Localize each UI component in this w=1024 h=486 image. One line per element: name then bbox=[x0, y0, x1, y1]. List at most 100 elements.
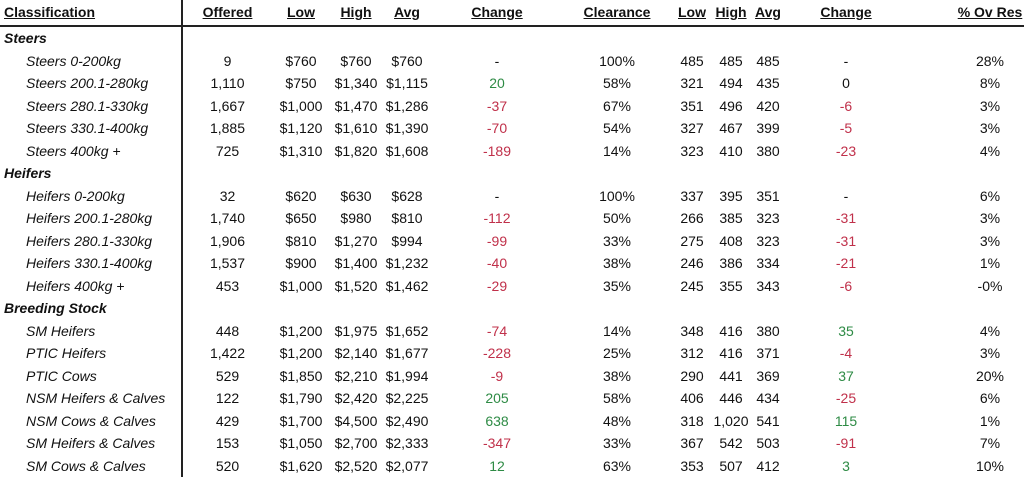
cell-cents-change: -21 bbox=[835, 255, 857, 271]
cell-classification: Heifers 280.1-330kg bbox=[0, 229, 183, 252]
cell-offered: 9 bbox=[223, 52, 232, 69]
cell-low-price: $1,310 bbox=[279, 142, 323, 159]
cell-cents-change: -6 bbox=[839, 97, 853, 114]
cell-clearance: 58% bbox=[602, 390, 632, 406]
cell-avg-cents: 334 bbox=[756, 255, 780, 271]
table-row: NSM Cows & Calves 429 $1,700 $4,500 $2,490 63… bbox=[0, 409, 1024, 432]
cell-low-cents: 275 bbox=[680, 232, 704, 249]
cell-high-cents: 386 bbox=[719, 255, 743, 271]
cell-high-price: $630 bbox=[340, 187, 372, 204]
cell-classification: SM Cows & Calves bbox=[0, 454, 183, 477]
cell-offered: 1,885 bbox=[209, 120, 246, 136]
cell-clearance: 33% bbox=[602, 435, 632, 451]
cell-high-price: $1,520 bbox=[334, 277, 378, 294]
cell-classification: Steers 0-200kg bbox=[0, 49, 183, 72]
cell-price-change: -99 bbox=[486, 232, 508, 249]
cell-high-price: $1,270 bbox=[334, 232, 378, 249]
cell-high-price: $980 bbox=[340, 210, 372, 226]
cell-over-reserve: 4% bbox=[979, 142, 1001, 159]
cell-avg-cents: 541 bbox=[756, 412, 780, 429]
cell-avg-price: $2,490 bbox=[385, 412, 429, 429]
cell-avg-price: $1,390 bbox=[385, 120, 429, 136]
cell-high-cents: 496 bbox=[719, 97, 743, 114]
cell-price-change: -70 bbox=[486, 120, 508, 136]
cell-price-change: 20 bbox=[489, 75, 505, 91]
cell-price-change: -37 bbox=[486, 97, 508, 114]
table-row: SM Heifers & Calves 153 $1,050 $2,700 $2,333… bbox=[0, 432, 1024, 455]
cell-high-price: $2,420 bbox=[334, 390, 378, 406]
cell-offered: 153 bbox=[215, 435, 240, 451]
cell-high-cents: 467 bbox=[719, 120, 743, 136]
cell-offered: 1,667 bbox=[209, 97, 246, 114]
cell-clearance: 100% bbox=[599, 187, 635, 204]
cell-low-price: $1,850 bbox=[279, 367, 323, 384]
cell-avg-cents: 371 bbox=[756, 345, 780, 361]
cell-low-cents: 321 bbox=[680, 75, 704, 91]
cell-high-cents: 507 bbox=[719, 457, 743, 474]
cell-avg-cents: 435 bbox=[756, 75, 780, 91]
cell-over-reserve: 20% bbox=[975, 367, 1005, 384]
cell-avg-price: $2,333 bbox=[385, 435, 429, 451]
cell-price-change: -74 bbox=[486, 322, 508, 339]
cell-avg-price: $1,652 bbox=[385, 322, 429, 339]
table-row: PTIC Heifers 1,422 $1,200 $2,140 $1,677 -228 2… bbox=[0, 342, 1024, 365]
cell-cents-change: -31 bbox=[835, 232, 857, 249]
cell-avg-cents: 380 bbox=[756, 322, 780, 339]
table-row: Heifers 330.1-400kg 1,537 $900 $1,400 $1,232… bbox=[0, 252, 1024, 275]
cell-clearance: 58% bbox=[602, 75, 632, 91]
cell-classification: Steers 400kg + bbox=[0, 139, 183, 162]
group-label: Steers bbox=[0, 26, 183, 50]
cell-low-cents: 323 bbox=[680, 142, 704, 159]
cell-high-cents: 446 bbox=[719, 390, 743, 406]
cell-low-price: $1,620 bbox=[279, 457, 323, 474]
cell-price-change: 12 bbox=[489, 457, 505, 474]
cell-avg-price: $760 bbox=[391, 52, 423, 69]
cell-cents-change: - bbox=[843, 187, 849, 204]
cell-high-cents: 416 bbox=[719, 322, 743, 339]
cell-clearance: 14% bbox=[602, 322, 632, 339]
cell-cents-change: -31 bbox=[835, 210, 857, 226]
cell-offered: 1,740 bbox=[209, 210, 246, 226]
cell-over-reserve: 3% bbox=[979, 120, 1001, 136]
cell-high-price: $1,400 bbox=[334, 255, 378, 271]
cell-low-cents: 266 bbox=[680, 210, 704, 226]
cell-clearance: 54% bbox=[602, 120, 632, 136]
cell-avg-cents: 351 bbox=[756, 187, 780, 204]
table-row: SM Cows & Calves 520 $1,620 $2,520 $2,077 12 6… bbox=[0, 454, 1024, 477]
cell-clearance: 38% bbox=[602, 255, 632, 271]
cell-low-price: $650 bbox=[285, 210, 317, 226]
cell-low-cents: 318 bbox=[680, 412, 704, 429]
cell-low-price: $900 bbox=[285, 255, 317, 271]
cell-high-cents: 441 bbox=[719, 367, 743, 384]
cell-low-price: $620 bbox=[285, 187, 317, 204]
cell-avg-price: $810 bbox=[391, 210, 423, 226]
cell-cents-change: -6 bbox=[839, 277, 853, 294]
cell-clearance: 63% bbox=[602, 457, 632, 474]
table-row: SM Heifers 448 $1,200 $1,975 $1,652 -74 14% 348… bbox=[0, 319, 1024, 342]
cell-over-reserve: 1% bbox=[979, 412, 1001, 429]
header-offered: Offered bbox=[202, 4, 253, 20]
cell-low-cents: 327 bbox=[680, 120, 704, 136]
cell-clearance: 35% bbox=[602, 277, 632, 294]
cell-cents-change: 3 bbox=[842, 457, 850, 474]
cell-clearance: 100% bbox=[599, 52, 635, 69]
cell-classification: SM Heifers & Calves bbox=[0, 432, 183, 455]
cell-low-price: $750 bbox=[285, 75, 317, 91]
cell-offered: 520 bbox=[215, 457, 240, 474]
group-label: Heifers bbox=[0, 162, 183, 185]
cell-classification: Heifers 0-200kg bbox=[0, 184, 183, 207]
cell-low-cents: 290 bbox=[680, 367, 704, 384]
group-row-steers: Steers bbox=[0, 26, 1024, 50]
cell-classification: Heifers 400kg + bbox=[0, 274, 183, 297]
cell-cents-change: - bbox=[843, 52, 849, 69]
cell-over-reserve: 3% bbox=[979, 97, 1001, 114]
cell-offered: 529 bbox=[215, 367, 240, 384]
cell-clearance: 67% bbox=[602, 97, 632, 114]
cell-high-cents: 485 bbox=[719, 52, 743, 69]
header-avg: Avg bbox=[394, 4, 420, 20]
table-row: Steers 330.1-400kg 1,885 $1,120 $1,610 $1,39… bbox=[0, 117, 1024, 140]
cell-high-price: $2,210 bbox=[334, 367, 378, 384]
header-row: Classification Offered Low High Avg Chan… bbox=[0, 0, 1024, 26]
cell-cents-change: -23 bbox=[835, 142, 857, 159]
table-row: PTIC Cows 529 $1,850 $2,210 $1,994 -9 38% 290 44… bbox=[0, 364, 1024, 387]
